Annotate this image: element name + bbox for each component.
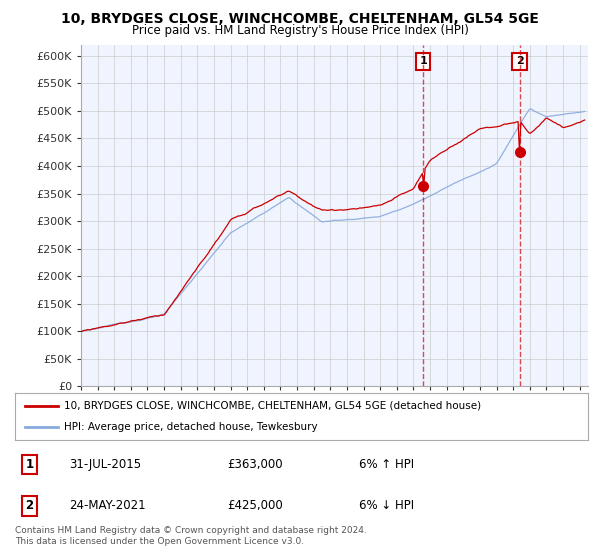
Text: £363,000: £363,000 [227,458,283,471]
Text: 31-JUL-2015: 31-JUL-2015 [70,458,142,471]
Text: 1: 1 [419,57,427,66]
Text: 10, BRYDGES CLOSE, WINCHCOMBE, CHELTENHAM, GL54 5GE: 10, BRYDGES CLOSE, WINCHCOMBE, CHELTENHA… [61,12,539,26]
Text: Contains HM Land Registry data © Crown copyright and database right 2024.
This d: Contains HM Land Registry data © Crown c… [15,526,367,546]
Text: 1: 1 [25,458,34,471]
Text: 6% ↑ HPI: 6% ↑ HPI [359,458,414,471]
Text: 2: 2 [25,499,34,512]
Text: 6% ↓ HPI: 6% ↓ HPI [359,499,414,512]
Text: Price paid vs. HM Land Registry's House Price Index (HPI): Price paid vs. HM Land Registry's House … [131,24,469,36]
Text: 10, BRYDGES CLOSE, WINCHCOMBE, CHELTENHAM, GL54 5GE (detached house): 10, BRYDGES CLOSE, WINCHCOMBE, CHELTENHA… [64,400,481,410]
Text: 24-MAY-2021: 24-MAY-2021 [70,499,146,512]
Text: £425,000: £425,000 [227,499,283,512]
Text: 2: 2 [516,57,524,66]
Text: HPI: Average price, detached house, Tewkesbury: HPI: Average price, detached house, Tewk… [64,422,317,432]
